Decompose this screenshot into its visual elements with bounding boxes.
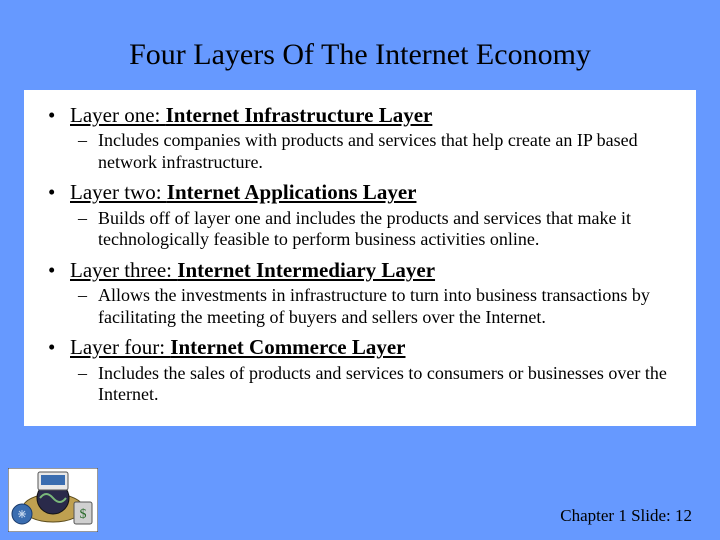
layer-name: Internet Commerce Layer (170, 335, 405, 359)
layer-prefix: Layer three: (70, 258, 177, 282)
sub-bullet-item: Builds off of layer one and includes the… (70, 208, 686, 251)
layer-prefix: Layer four: (70, 335, 170, 359)
slide-footer: Chapter 1 Slide: 12 (560, 506, 692, 526)
sub-bullet-list: Includes companies with products and ser… (70, 130, 686, 173)
sub-bullet-item: Allows the investments in infrastructure… (70, 285, 686, 328)
slide-title: Four Layers Of The Internet Economy (0, 0, 720, 90)
slide: Four Layers Of The Internet Economy Laye… (0, 0, 720, 540)
sub-bullet-list: Builds off of layer one and includes the… (70, 208, 686, 251)
sub-bullet-list: Includes the sales of products and servi… (70, 363, 686, 406)
sub-bullet-item: Includes companies with products and ser… (70, 130, 686, 173)
layer-name: Internet Applications Layer (167, 180, 417, 204)
decorative-clipart-icon: $ (8, 468, 98, 532)
layer-name: Internet Intermediary Layer (177, 258, 435, 282)
bullet-item: Layer two: Internet Applications Layer B… (34, 179, 686, 250)
sub-bullet-item: Includes the sales of products and servi… (70, 363, 686, 406)
bullet-item: Layer four: Internet Commerce Layer Incl… (34, 334, 686, 405)
svg-text:$: $ (80, 507, 87, 522)
layer-name: Internet Infrastructure Layer (166, 103, 433, 127)
bullet-item: Layer one: Internet Infrastructure Layer… (34, 102, 686, 173)
bullet-list: Layer one: Internet Infrastructure Layer… (34, 102, 686, 406)
content-box: Layer one: Internet Infrastructure Layer… (24, 90, 696, 426)
bullet-item: Layer three: Internet Intermediary Layer… (34, 257, 686, 328)
layer-prefix: Layer two: (70, 180, 167, 204)
layer-prefix: Layer one: (70, 103, 166, 127)
sub-bullet-list: Allows the investments in infrastructure… (70, 285, 686, 328)
